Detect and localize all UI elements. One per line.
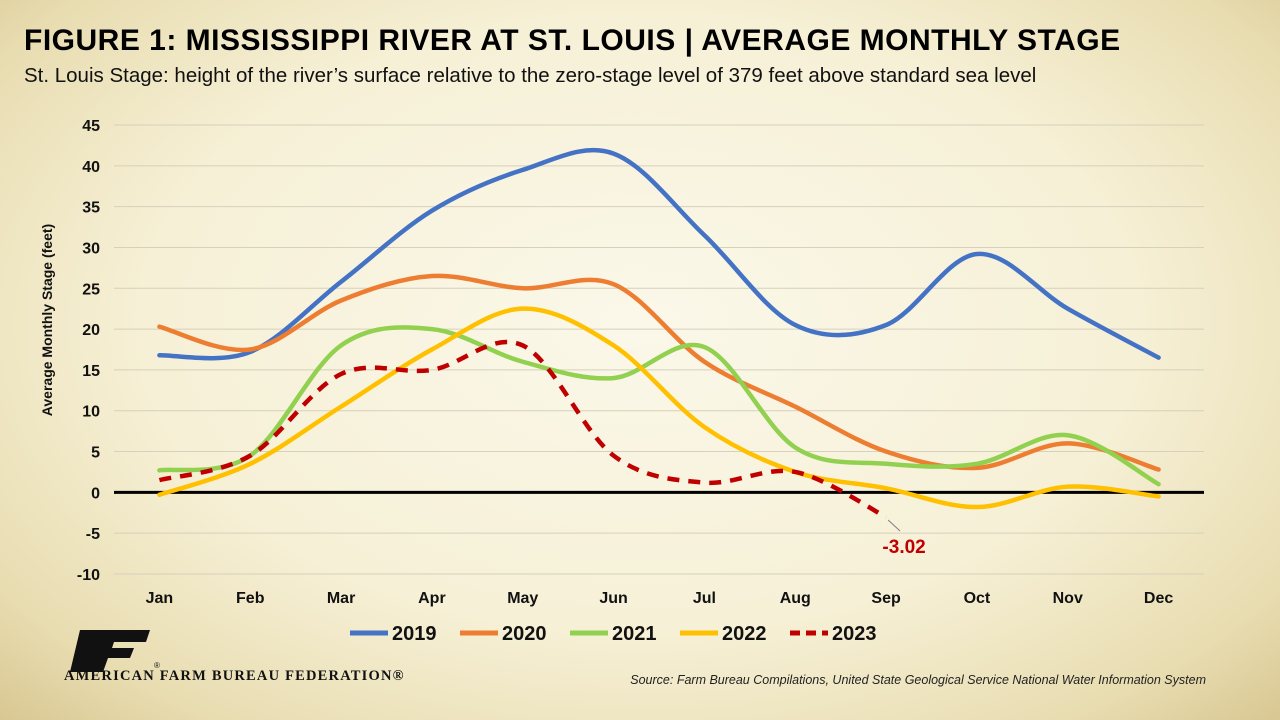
y-tick-label: -5 <box>86 526 100 543</box>
series-lines <box>157 147 1161 520</box>
legend-label-2022: 2022 <box>722 623 767 645</box>
chart-title: FIGURE 1: MISSISSIPPI RIVER AT ST. LOUIS… <box>24 24 1121 57</box>
y-tick-label: 35 <box>82 200 100 217</box>
annotation: -3.02 <box>882 519 926 558</box>
y-tick-label: 15 <box>82 363 100 380</box>
legend: 2019 2020 2021 2022 2023 <box>350 623 877 645</box>
svg-text:®: ® <box>154 661 160 670</box>
annotation-leader-line <box>887 519 901 532</box>
chart-subtitle: St. Louis Stage: height of the river’s s… <box>24 64 1037 87</box>
source-note: Source: Farm Bureau Compilations, United… <box>630 673 1206 687</box>
gridlines <box>114 124 1204 575</box>
legend-label-2020: 2020 <box>502 623 547 645</box>
x-tick-label: Sep <box>871 590 901 607</box>
series-line-2023 <box>158 339 888 520</box>
y-tick-label: 45 <box>82 118 100 135</box>
organization-name: AMERICAN FARM BUREAU FEDERATION® <box>64 668 405 684</box>
y-tick-label: 20 <box>82 322 100 339</box>
y-tick-label: -10 <box>77 567 100 584</box>
x-tick-label: Dec <box>1144 590 1173 607</box>
legend-label-2019: 2019 <box>392 623 437 645</box>
annotation-label: -3.02 <box>882 537 925 558</box>
x-axis-ticks: Jan Feb Mar Apr May Jun Jul Aug Sep Oct Nov Dec <box>146 590 1174 607</box>
series-line-2021 <box>157 325 1161 487</box>
y-tick-label: 40 <box>82 159 100 176</box>
x-tick-label: Mar <box>327 590 355 607</box>
series-line-2022 <box>157 306 1161 510</box>
farm-bureau-logo-icon: ® <box>70 630 160 672</box>
x-tick-label: Apr <box>418 590 446 607</box>
legend-label-2023: 2023 <box>832 623 877 645</box>
series-line-2019 <box>157 147 1161 361</box>
x-tick-label: May <box>507 590 538 607</box>
x-tick-label: Jan <box>146 590 174 607</box>
y-tick-label: 25 <box>82 281 100 298</box>
x-tick-label: Nov <box>1053 590 1083 607</box>
y-axis-ticks: 45 40 35 30 25 20 15 10 5 0 -5 -10 <box>77 118 100 584</box>
y-tick-label: 5 <box>91 445 100 462</box>
x-tick-label: Jun <box>599 590 627 607</box>
x-tick-label: Feb <box>236 590 265 607</box>
x-tick-label: Jul <box>693 590 716 607</box>
y-axis-label: Average Monthly Stage (feet) <box>39 224 55 416</box>
y-tick-label: 0 <box>91 485 100 502</box>
y-tick-label: 30 <box>82 240 100 257</box>
x-tick-label: Aug <box>780 590 811 607</box>
legend-label-2021: 2021 <box>612 623 657 645</box>
series-line-2020 <box>157 273 1161 472</box>
x-tick-label: Oct <box>964 590 991 607</box>
y-tick-label: 10 <box>82 404 100 421</box>
